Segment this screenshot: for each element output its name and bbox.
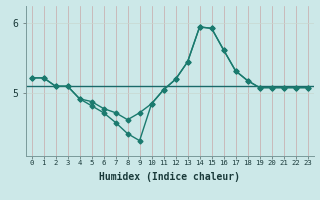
X-axis label: Humidex (Indice chaleur): Humidex (Indice chaleur) [99,172,240,182]
